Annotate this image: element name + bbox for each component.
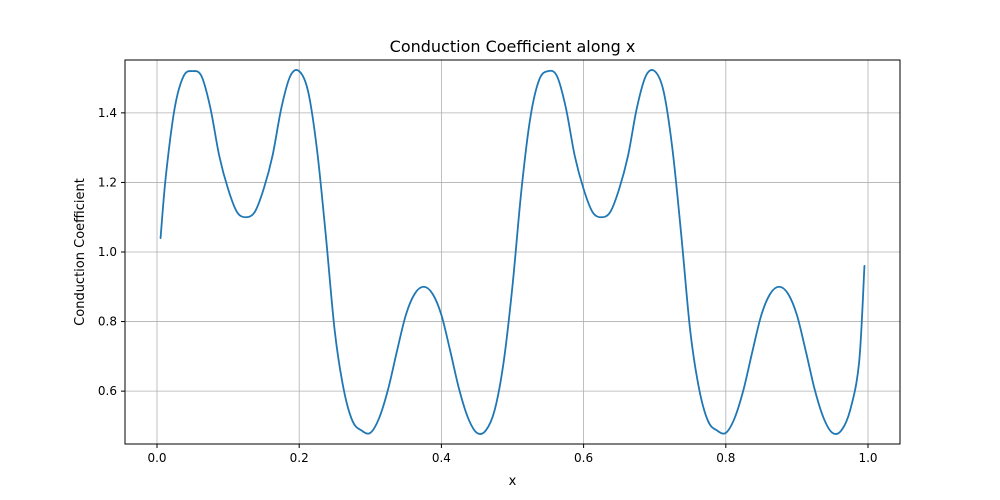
x-axis-ticks: 0.0 0.2 0.4 0.6 0.8 1.0: [147, 444, 878, 465]
x-tick-label: 0.2: [290, 451, 309, 465]
x-tick-label: 1.0: [858, 451, 877, 465]
series-line: [159, 69, 866, 435]
x-axis-label: x: [509, 474, 517, 489]
y-axis-label: Conduction Coefficient: [73, 178, 88, 326]
y-tick-label: 1.0: [98, 245, 117, 259]
y-tick-label: 1.2: [98, 175, 117, 189]
y-tick-label: 0.6: [98, 384, 117, 398]
y-tick-label: 0.8: [98, 315, 117, 329]
grid: [125, 60, 900, 444]
y-tick-label: 1.4: [98, 106, 117, 120]
plot-line-layer: [159, 69, 866, 435]
x-tick-label: 0.0: [147, 451, 166, 465]
x-tick-label: 0.6: [574, 451, 593, 465]
x-tick-label: 0.8: [716, 451, 735, 465]
y-axis-ticks: 0.6 0.8 1.0 1.2 1.4: [98, 106, 125, 398]
chart-title: Conduction Coefficient along x: [390, 37, 636, 56]
x-tick-label: 0.4: [432, 451, 451, 465]
